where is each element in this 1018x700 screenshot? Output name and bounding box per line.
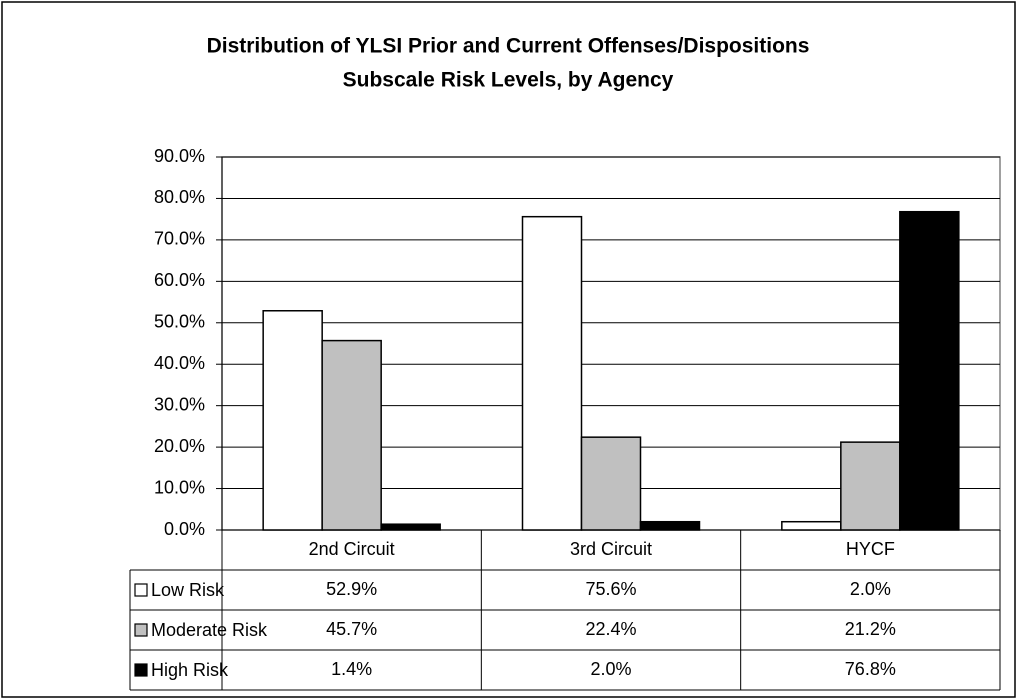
bar: [840, 441, 901, 531]
data-label: 2.0%: [850, 579, 891, 599]
y-tick-label: 90.0%: [154, 146, 205, 166]
y-tick-label: 70.0%: [154, 229, 205, 249]
x-tick-label: 3rd Circuit: [570, 539, 652, 559]
legend-key: [134, 583, 148, 597]
y-tick-label: 50.0%: [154, 312, 205, 332]
data-label: 21.2%: [845, 619, 896, 639]
bar: [321, 339, 382, 531]
chart-title: Subscale Risk Levels, by Agency: [343, 69, 674, 92]
bar: [639, 520, 701, 531]
legend-label: Moderate Risk: [151, 620, 268, 640]
legend-key: [134, 623, 148, 637]
legend-key: [134, 663, 148, 677]
legend-label: Low Risk: [151, 580, 225, 600]
data-label: 2.0%: [590, 659, 631, 679]
y-tick-label: 60.0%: [154, 270, 205, 290]
y-tick-label: 10.0%: [154, 477, 205, 497]
x-tick-label: 2nd Circuit: [309, 539, 395, 559]
y-tick-label: 80.0%: [154, 187, 205, 207]
x-tick-label: HYCF: [846, 539, 895, 559]
y-tick-label: 0.0%: [164, 519, 205, 539]
bar: [580, 436, 642, 531]
bar: [781, 520, 842, 531]
bar: [262, 310, 323, 531]
legend-label: High Risk: [151, 660, 229, 680]
y-tick-label: 40.0%: [154, 353, 205, 373]
data-label: 1.4%: [331, 659, 372, 679]
bar: [521, 215, 583, 531]
data-label: 45.7%: [326, 619, 377, 639]
y-tick-label: 20.0%: [154, 436, 205, 456]
y-tick-label: 30.0%: [154, 394, 205, 414]
data-label: 22.4%: [585, 619, 636, 639]
data-label: 76.8%: [845, 659, 896, 679]
chart-title: Distribution of YLSI Prior and Current O…: [207, 35, 810, 58]
bar: [899, 210, 960, 531]
data-label: 75.6%: [585, 579, 636, 599]
data-label: 52.9%: [326, 579, 377, 599]
bar: [380, 523, 441, 531]
